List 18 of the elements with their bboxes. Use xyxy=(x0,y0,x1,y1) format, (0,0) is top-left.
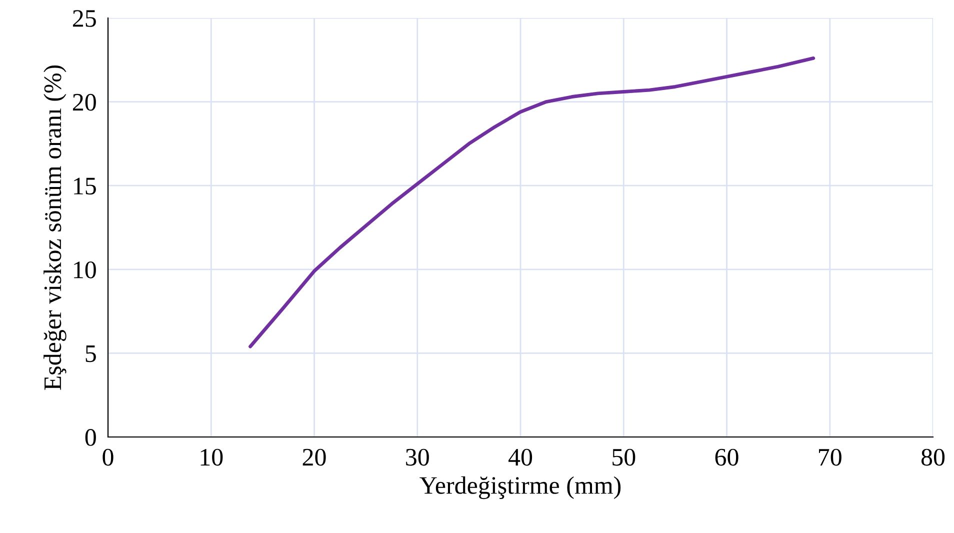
x-tick-label: 40 xyxy=(508,448,532,466)
y-tick-label: 15 xyxy=(74,178,96,195)
x-axis-title: Yerdeğiştirme (mm) xyxy=(420,476,621,500)
x-tick-label: 0 xyxy=(102,448,114,466)
y-tick-label: 5 xyxy=(86,346,96,362)
x-tick-label: 30 xyxy=(406,448,429,466)
y-tick-label: 10 xyxy=(74,261,96,278)
x-tick-label: 60 xyxy=(715,448,738,466)
y-tick-label: 25 xyxy=(72,10,96,27)
line-series xyxy=(248,56,816,348)
y-axis-title: Eşdeğer viskoz sönüm oranı (%) xyxy=(44,65,66,390)
x-tick-label: 70 xyxy=(819,448,842,466)
x-tick-label: 80 xyxy=(921,448,945,466)
y-tick-label: 0 xyxy=(85,429,96,446)
x-tick-label: 10 xyxy=(200,448,223,466)
x-tick-label: 50 xyxy=(612,448,636,466)
y-tick-label: 20 xyxy=(72,94,96,111)
x-tick-label: 20 xyxy=(302,448,326,466)
